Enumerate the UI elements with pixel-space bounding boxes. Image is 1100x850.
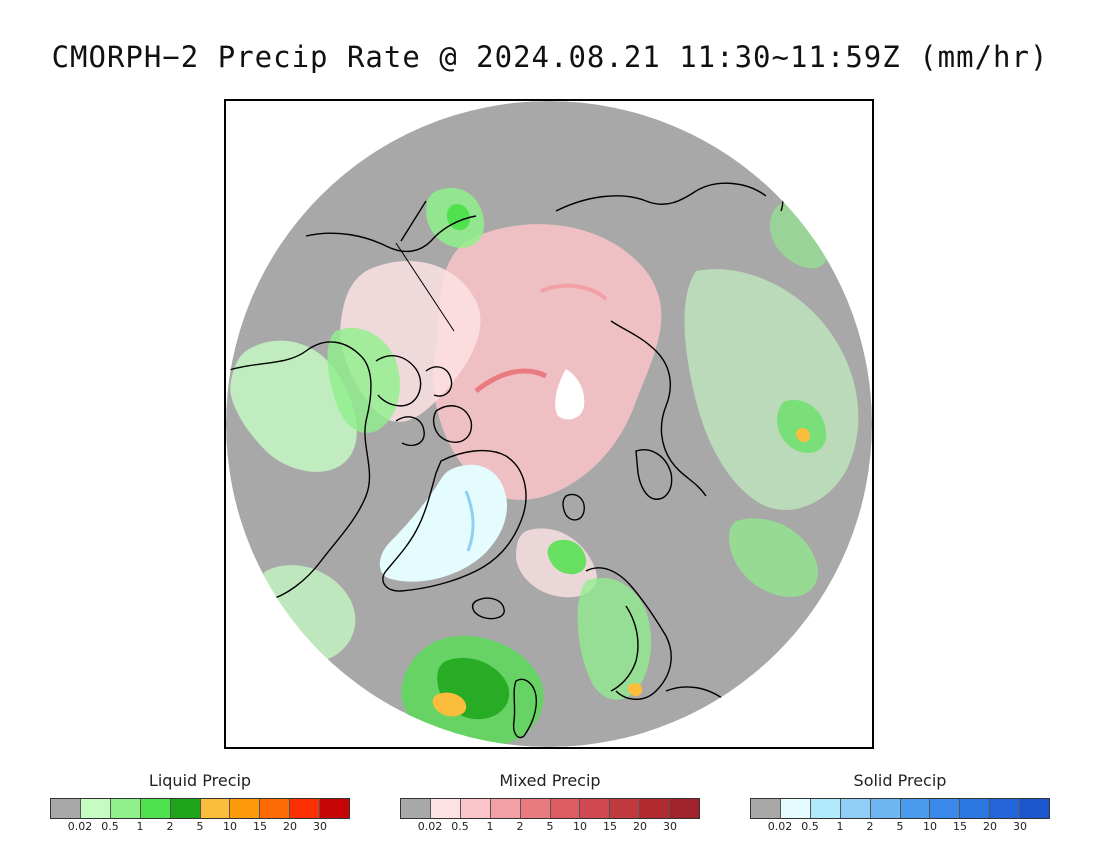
legend-swatch-1 (80, 799, 111, 818)
legend-liquid: Liquid Precip 0.02 0.5 1 2 5 10 15 20 30 (50, 770, 350, 834)
legend-tick-label: 0.5 (451, 820, 469, 833)
legend-swatch-2 (110, 799, 141, 818)
legend-swatch-2 (810, 799, 841, 818)
liquid-precip-siberia-east (769, 201, 829, 269)
legend-tick-label: 20 (983, 820, 997, 833)
legend-tick-label: 20 (283, 820, 297, 833)
legend-tick-label: 1 (136, 820, 144, 833)
mixed-precip-band-east (540, 283, 608, 301)
legend-swatch-3 (490, 799, 521, 818)
legend-tick-label: 10 (923, 820, 937, 833)
legend-swatch-0 (751, 799, 781, 818)
legend-tick-label: 5 (546, 820, 554, 833)
coastline-uk (512, 678, 538, 739)
legend-swatch-3 (140, 799, 171, 818)
legend-swatch-2 (460, 799, 491, 818)
solid-precip-greenland (379, 464, 507, 582)
liquid-precip-baltic-cell (627, 682, 643, 697)
liquid-precip-heavy-cell (432, 692, 467, 717)
legend-tick-label: 30 (313, 820, 327, 833)
legend-swatch-5 (900, 799, 931, 818)
legend-swatch-4 (170, 799, 201, 818)
legend-tick-label: 15 (603, 820, 617, 833)
legend-color-bar (750, 798, 1050, 819)
legend-tick-label: 0.5 (801, 820, 819, 833)
legend-title: Mixed Precip (499, 771, 601, 790)
mixed-precip-arctic-area (433, 224, 662, 500)
mixed-precip-band (474, 368, 548, 393)
legend-tick-label: 15 (953, 820, 967, 833)
coastline-alaska (305, 200, 477, 253)
legend-tick-label: 0.02 (767, 820, 793, 833)
legend-tick-label: 0.02 (67, 820, 93, 833)
legend-swatch-4 (870, 799, 901, 818)
solid-precip-greenland-streak (464, 490, 475, 552)
legend-tick-label: 5 (196, 820, 204, 833)
legend-swatch-8 (640, 799, 671, 818)
liquid-precip-russia-east (776, 400, 827, 453)
legend-swatch-9 (320, 799, 350, 818)
legend-swatch-1 (780, 799, 811, 818)
legend-color-bar (50, 798, 350, 819)
polar-precip-map (224, 99, 874, 749)
legend-tick-labels: 0.02 0.5 1 2 5 10 15 20 30 (400, 820, 700, 834)
legend-tick-label: 10 (223, 820, 237, 833)
legend-solid: Solid Precip 0.02 0.5 1 2 5 10 15 20 30 (750, 770, 1050, 834)
liquid-precip-areas (230, 187, 859, 747)
map-title: CMORPH−2 Precip Rate @ 2024.08.21 11:30~… (51, 40, 1049, 74)
legend-tick-label: 0.5 (101, 820, 119, 833)
legend-mixed: Mixed Precip 0.02 0.5 1 2 5 10 15 20 30 (400, 770, 700, 834)
legend-tick-label: 1 (836, 820, 844, 833)
legend-color-bar (400, 798, 700, 819)
legend-swatch-4 (520, 799, 551, 818)
solid-precip-areas (379, 464, 507, 582)
legend-swatch-5 (200, 799, 231, 818)
legend-swatch-3 (840, 799, 871, 818)
legend-swatch-1 (430, 799, 461, 818)
legend-swatch-6 (580, 799, 611, 818)
liquid-precip-hudson (327, 327, 400, 433)
legend-tick-label: 5 (896, 820, 904, 833)
legend-tick-label: 10 (573, 820, 587, 833)
legend-swatch-0 (401, 799, 431, 818)
liquid-precip-barents (547, 539, 587, 575)
no-data-patch (555, 369, 585, 420)
legend-swatch-7 (960, 799, 991, 818)
legend-swatch-6 (230, 799, 261, 818)
legend-swatch-9 (1020, 799, 1050, 818)
legend-tick-label: 2 (866, 820, 874, 833)
coastline-scandinavia (585, 567, 672, 700)
liquid-precip-ne-asia-cell (796, 427, 810, 443)
legend-tick-label: 30 (1013, 820, 1027, 833)
legend-swatch-6 (930, 799, 961, 818)
coastline-iceland (471, 597, 505, 620)
coastline-canadian-archipelago (375, 355, 473, 447)
legend-swatch-8 (290, 799, 321, 818)
legend-tick-label: 0.02 (417, 820, 443, 833)
legend-tick-label: 2 (516, 820, 524, 833)
border-alaska-canada (395, 242, 455, 332)
legend-tick-label: 1 (486, 820, 494, 833)
liquid-precip-central-asia (728, 518, 818, 597)
coastline-siberia (555, 182, 767, 497)
coastline-novaya-zemlya (635, 449, 673, 500)
legend-tick-labels: 0.02 0.5 1 2 5 10 15 20 30 (50, 820, 350, 834)
coastline-svalbard (562, 493, 585, 521)
legend-title: Liquid Precip (148, 771, 252, 790)
liquid-precip-western-canada (230, 340, 357, 472)
legend-swatch-5 (550, 799, 581, 818)
legend-swatch-9 (670, 799, 700, 818)
legend-tick-label: 20 (633, 820, 647, 833)
legend-tick-label: 2 (166, 820, 174, 833)
coastline-greenland (382, 449, 527, 592)
legend-swatch-0 (51, 799, 81, 818)
coastline-north-america (226, 341, 372, 602)
legend-swatch-8 (990, 799, 1021, 818)
legend-tick-label: 30 (663, 820, 677, 833)
legend-tick-labels: 0.02 0.5 1 2 5 10 15 20 30 (750, 820, 1050, 834)
legend-swatch-7 (260, 799, 291, 818)
legend-swatch-7 (610, 799, 641, 818)
legend-tick-label: 15 (253, 820, 267, 833)
legend-title: Solid Precip (853, 771, 947, 790)
